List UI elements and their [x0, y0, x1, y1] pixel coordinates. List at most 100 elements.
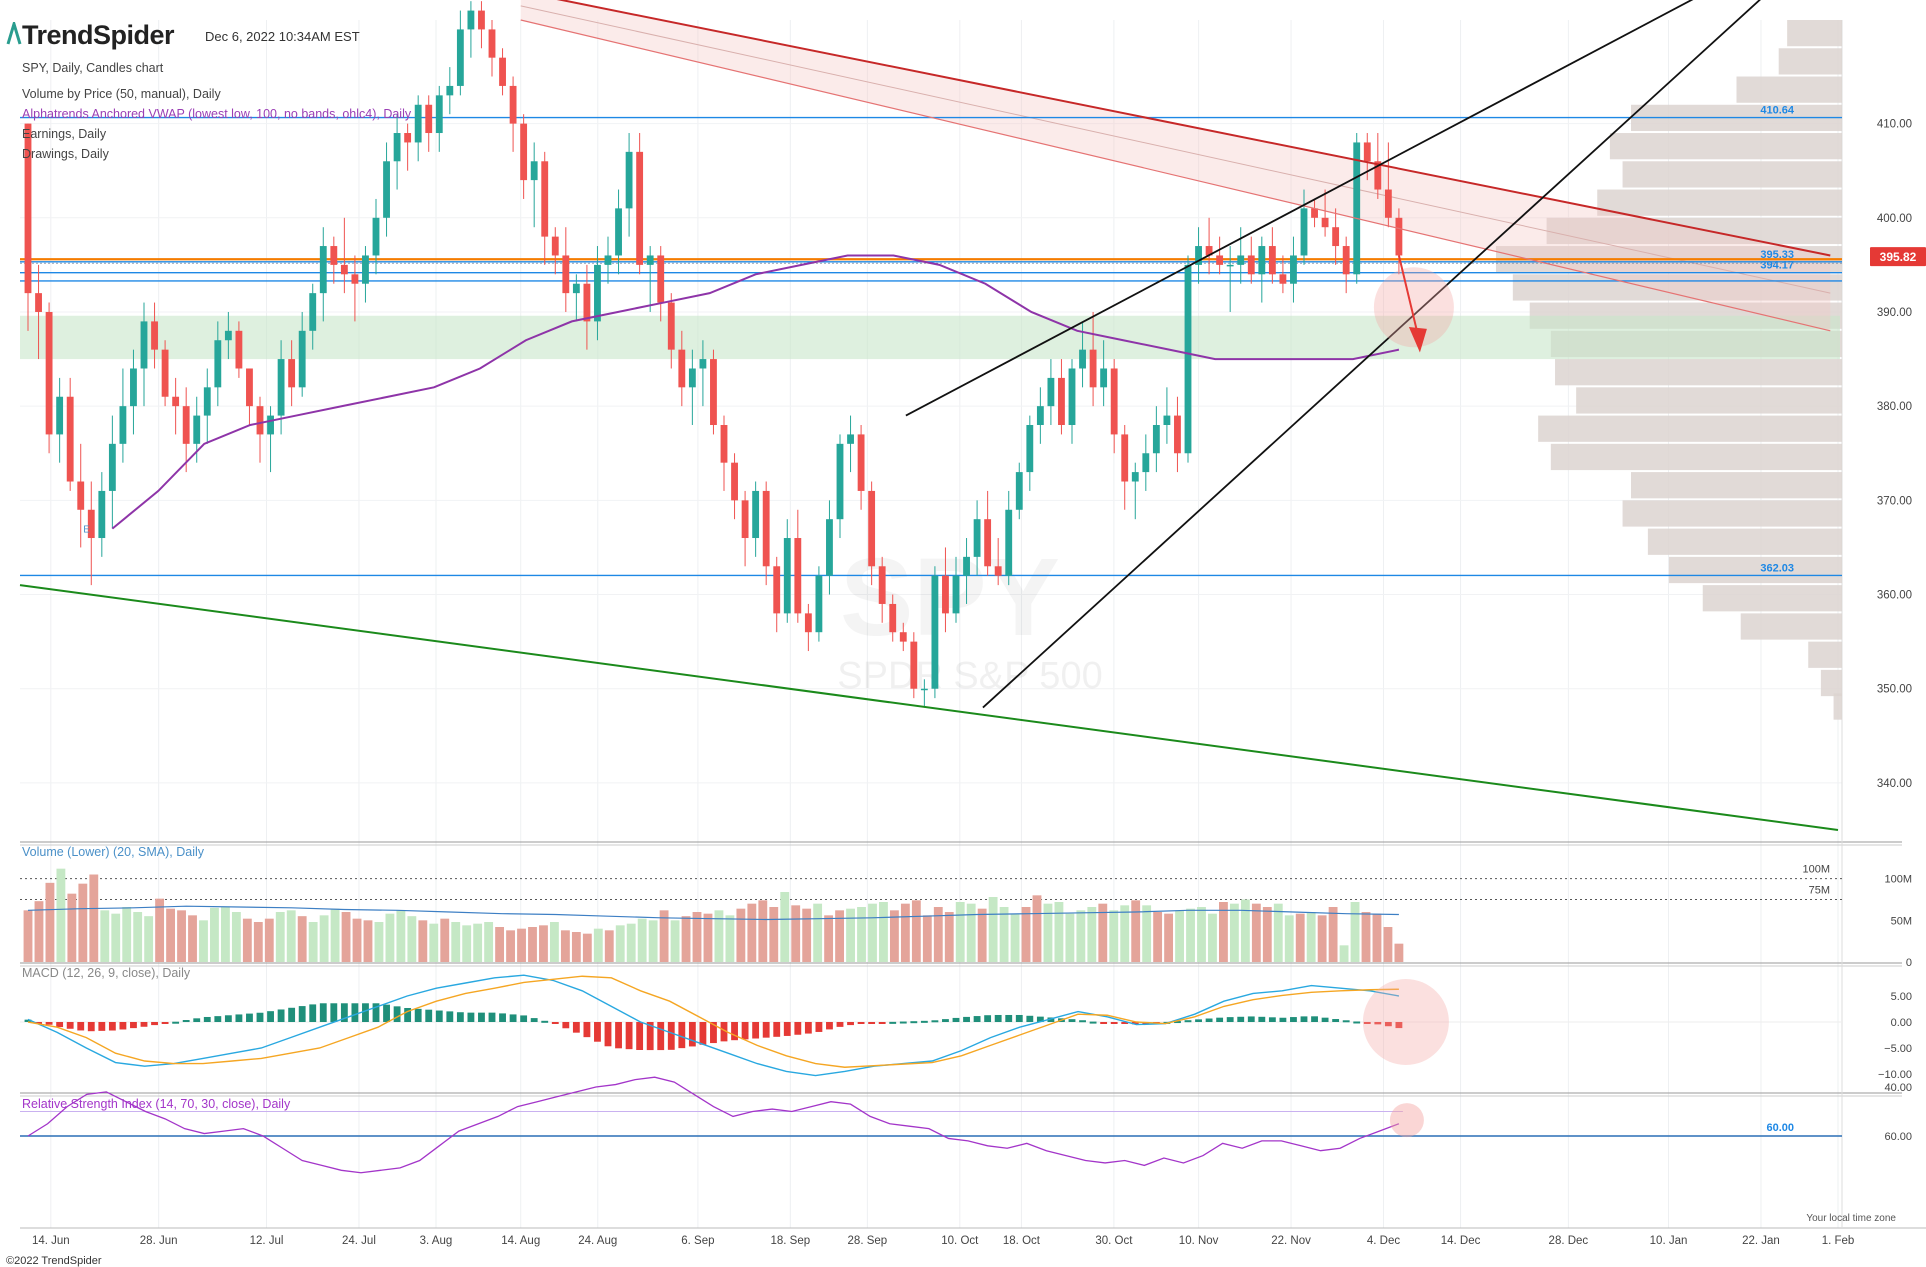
legend-overlay-3[interactable]: Drawings, Daily	[22, 147, 109, 161]
legend-overlay-2[interactable]: Earnings, Daily	[22, 127, 107, 141]
candle-54	[594, 264, 601, 322]
macd-hist-34	[383, 1004, 390, 1022]
vol-bar-31	[363, 920, 373, 962]
highlight-circle-rsi	[1389, 1103, 1424, 1138]
macd-hist-5	[77, 1022, 85, 1031]
macd-hist-50	[551, 1022, 559, 1024]
macd-hist-8	[108, 1022, 116, 1031]
macd-hist-35	[393, 1006, 401, 1022]
vol-bar-23	[275, 912, 285, 962]
vol-bar-21	[253, 922, 263, 962]
vol-bar-8	[111, 913, 121, 962]
vol-bar-56	[637, 918, 647, 962]
macd-hist-30	[340, 1003, 348, 1022]
vol-bar-102	[1142, 905, 1152, 962]
macd-hist-101	[1089, 1021, 1097, 1024]
vol-bar-75	[846, 908, 855, 962]
vol-bar-91	[1021, 907, 1031, 962]
macd-hist-12	[151, 1022, 158, 1026]
candle-28	[319, 246, 327, 294]
candle-64	[699, 359, 707, 369]
macd-hist-129	[1384, 1022, 1392, 1027]
vol-bar-96	[1076, 910, 1086, 962]
candle-77	[836, 443, 844, 520]
candle-118	[1268, 246, 1276, 275]
y-tick-0: 340.00	[1877, 778, 1912, 790]
macd-panel-title[interactable]: MACD (12, 26, 9, close), Daily	[22, 966, 191, 980]
vol-bar-109	[1219, 902, 1228, 962]
projection-arrow	[1373, 255, 1454, 353]
legend-overlay-1[interactable]: Alphatrends Anchored VWAP (lowest low, 1…	[22, 107, 412, 121]
vbp-bar-1	[1778, 48, 1842, 75]
macd-hist-99	[1068, 1019, 1076, 1022]
last-price-label: 395.82	[1880, 250, 1917, 264]
macd-y-tick-3: −10.00	[1878, 1069, 1912, 1081]
macd-hist-49	[541, 1020, 549, 1023]
vbp-bar-13	[1576, 387, 1842, 414]
candle-45	[499, 57, 506, 86]
rsi-panel-title[interactable]: Relative Strength Index (14, 70, 30, clo…	[22, 1097, 291, 1111]
vol-bar-85	[955, 902, 965, 962]
vol-bar-17	[210, 907, 219, 962]
volume-panel-title[interactable]: Volume (Lower) (20, SMA), Daily	[22, 845, 205, 859]
macd-hist-111	[1195, 1019, 1202, 1022]
macd-hist-40	[446, 1011, 454, 1022]
candle-10	[130, 368, 137, 407]
macd-hist-29	[330, 1003, 338, 1022]
macd-y-tick-2: −5.00	[1884, 1043, 1912, 1055]
vbp-bar-20	[1702, 585, 1842, 612]
y-tick-7: 410.00	[1877, 119, 1912, 131]
macd-hist-24	[277, 1009, 285, 1022]
timezone-label: Your local time zone	[1806, 1213, 1896, 1224]
vol-bar-112	[1251, 903, 1261, 962]
candle-61	[667, 302, 675, 350]
x-tick-12: 30. Oct	[1095, 1235, 1133, 1247]
macd-hist-54	[594, 1022, 601, 1042]
candle-0	[24, 123, 32, 294]
candle-62	[678, 349, 686, 388]
candle-121	[1300, 208, 1308, 256]
vol-bar-97	[1087, 907, 1097, 962]
support-zone	[20, 315, 1840, 360]
macd-hist-6	[87, 1022, 95, 1032]
x-tick-10: 10. Oct	[941, 1235, 979, 1247]
x-tick-2: 12. Jul	[250, 1235, 284, 1247]
candle-127	[1363, 142, 1371, 162]
vbp-bar-15	[1550, 443, 1842, 471]
macd-hist-41	[456, 1012, 464, 1022]
vol-bar-122	[1361, 912, 1371, 962]
candle-90	[973, 519, 981, 557]
hline-label-0: 410.64	[1760, 105, 1795, 117]
vol-bar-42	[484, 922, 494, 962]
watermark: SPY SPDR S&P 500	[837, 536, 1102, 697]
chart-title[interactable]: SPY, Daily, Candles chart	[22, 61, 164, 75]
legend-overlay-0[interactable]: Volume by Price (50, manual), Daily	[22, 87, 221, 101]
x-tick-20: 1. Feb	[1822, 1235, 1855, 1247]
macd-hist-4	[66, 1022, 74, 1029]
vwap-line	[111, 254, 1400, 530]
vol-bar-39	[451, 922, 461, 962]
vol-bar-7	[100, 910, 110, 962]
vol-bar-29	[341, 912, 351, 962]
candle-38	[425, 104, 433, 134]
x-tick-3: 24. Jul	[342, 1235, 376, 1247]
candle-25	[288, 359, 296, 388]
channel-mid	[520, 5, 1831, 294]
vol-bar-61	[692, 912, 702, 962]
macd-hist-81	[878, 1022, 886, 1024]
macd-hist-117	[1258, 1016, 1266, 1022]
vol-bar-4	[67, 893, 77, 962]
macd-panel: 5.00 0.00 −5.00 −10.00	[20, 974, 1912, 1081]
candle-7	[98, 490, 106, 539]
vol-bar-113	[1262, 907, 1272, 962]
macd-hist-36	[404, 1007, 412, 1022]
candle-97	[1047, 377, 1055, 407]
macd-hist-100	[1079, 1020, 1086, 1023]
candle-108	[1163, 415, 1171, 425]
candle-59	[646, 255, 654, 265]
vol-bar-118	[1317, 915, 1327, 962]
macd-hist-19	[224, 1015, 232, 1022]
trendlines: E	[19, 0, 1839, 831]
candle-44	[488, 29, 496, 58]
